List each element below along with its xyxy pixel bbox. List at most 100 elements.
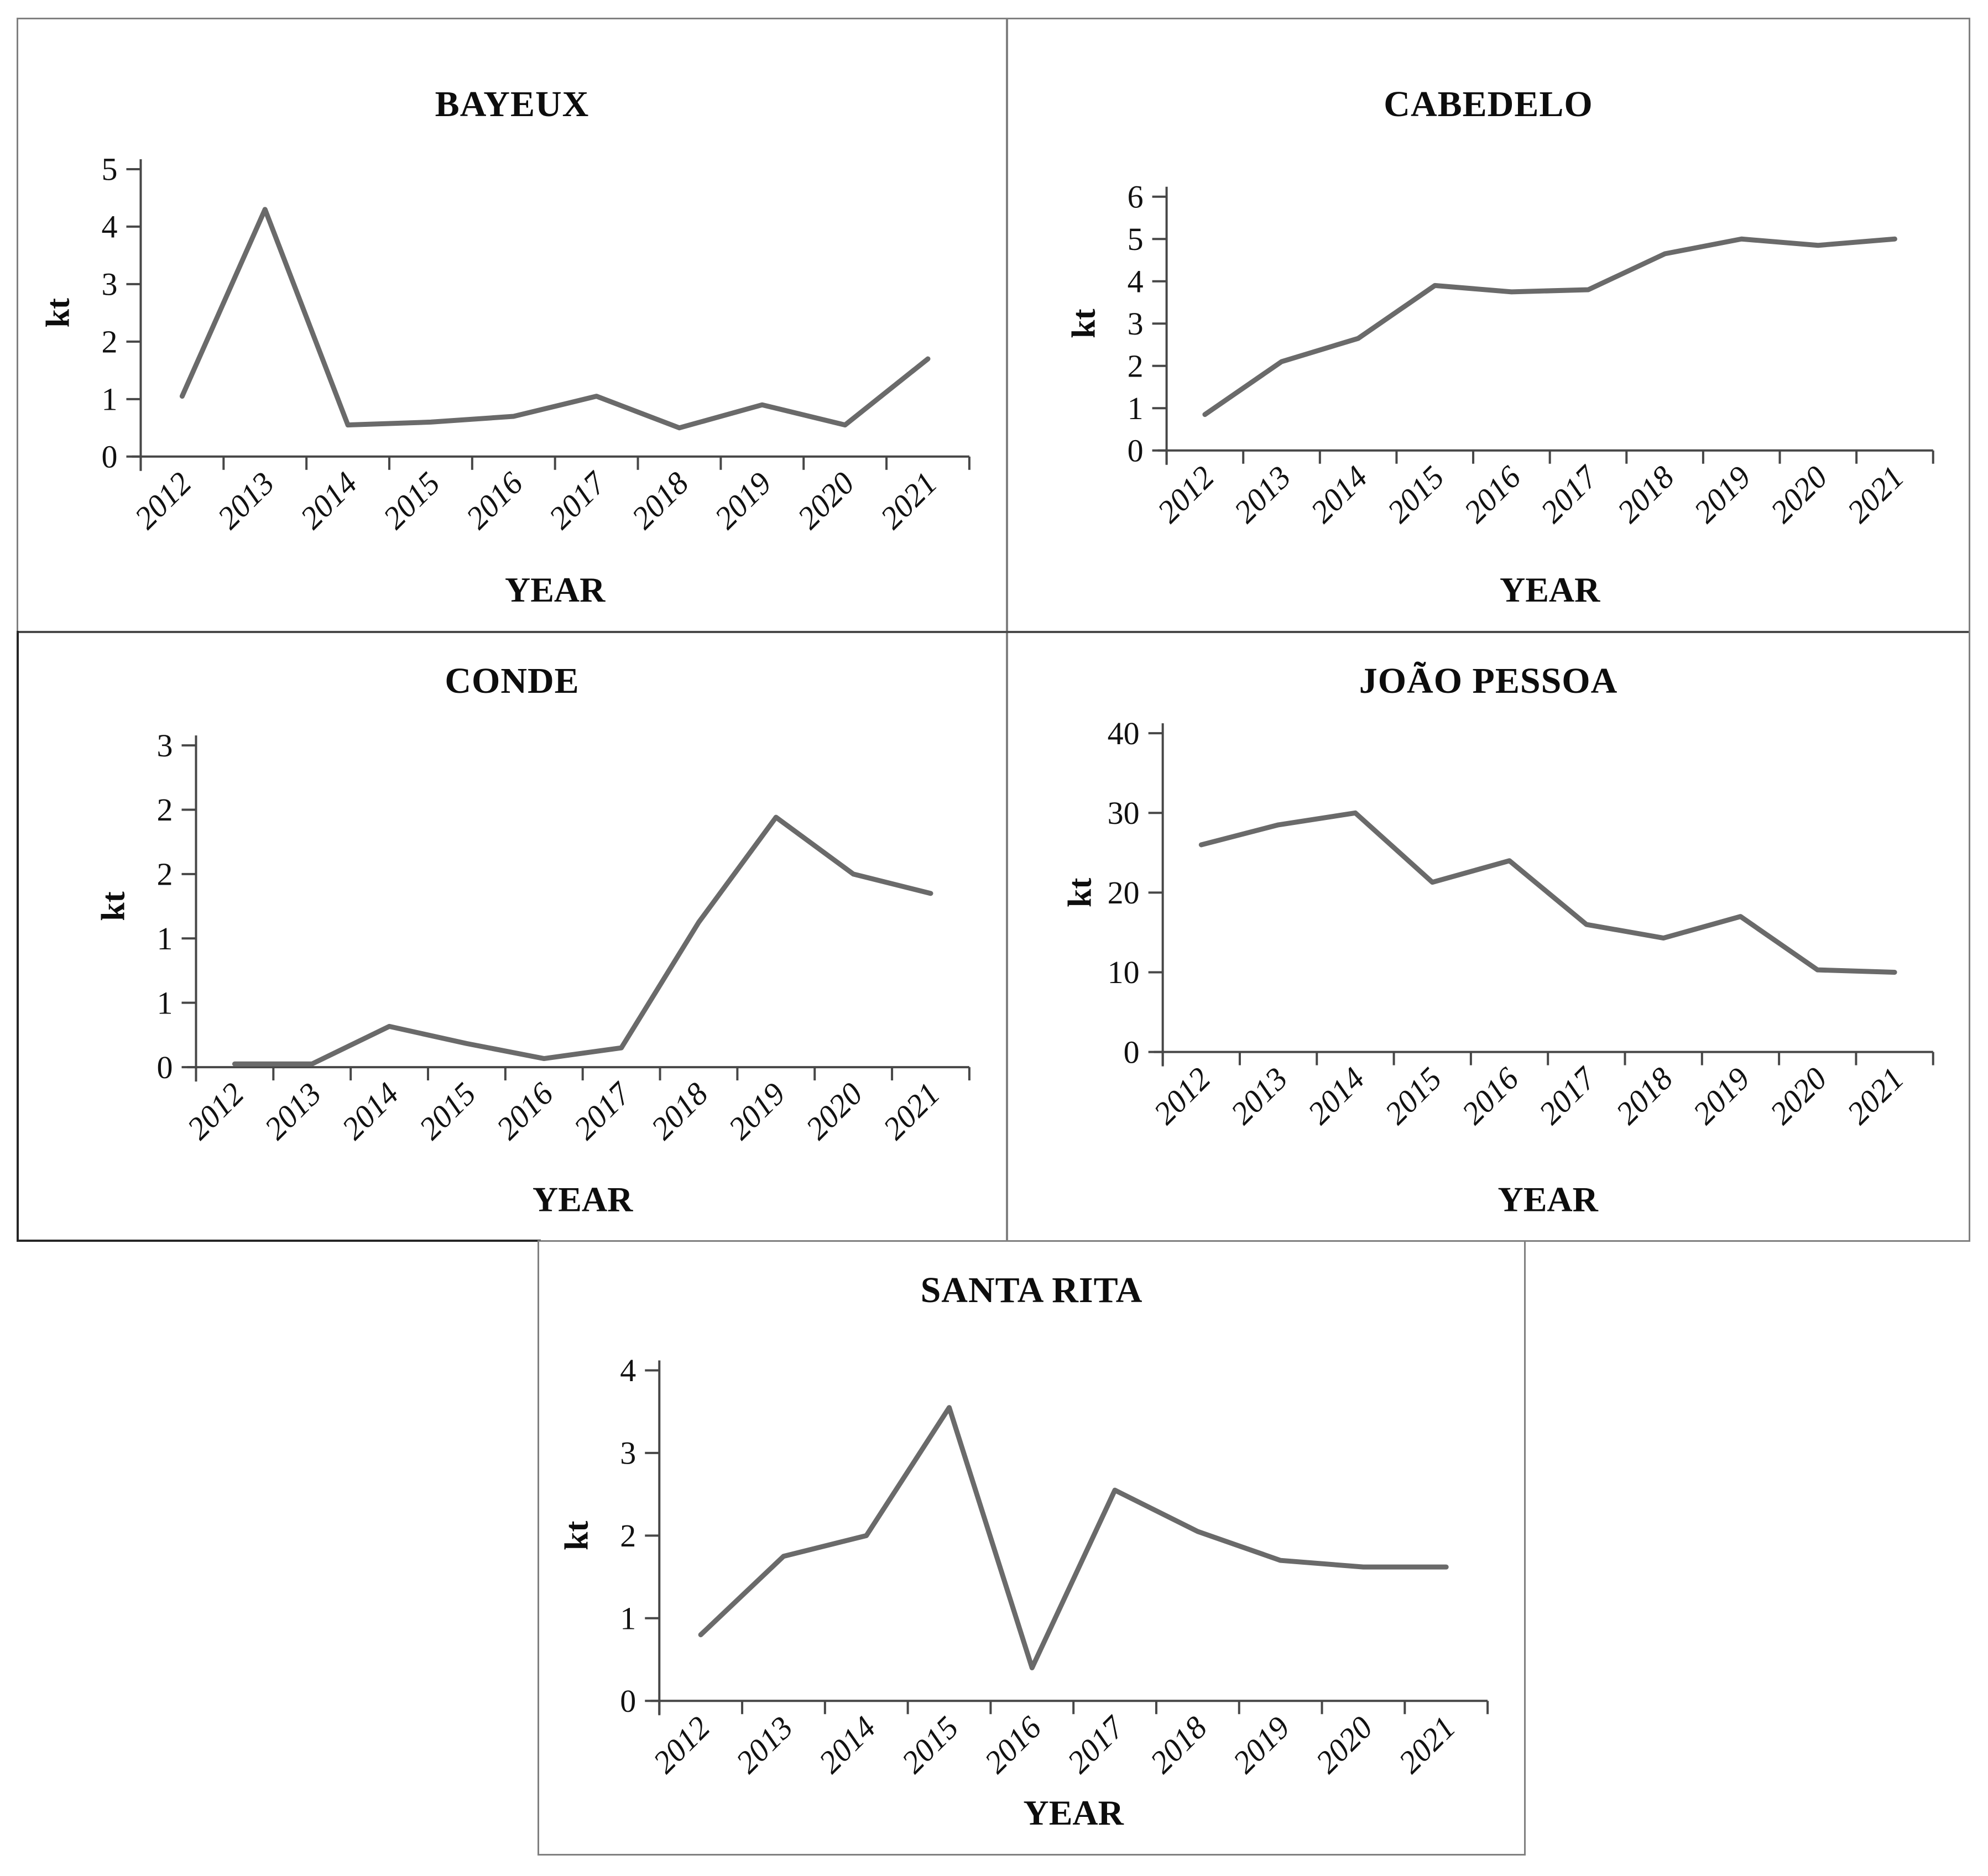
x-tick-label: 2019 bbox=[708, 465, 779, 536]
data-line bbox=[232, 814, 933, 1067]
y-tick-label: 1 bbox=[620, 1601, 636, 1637]
conde-cell-bottom-border bbox=[17, 1240, 541, 1242]
x-tick-label: 2016 bbox=[459, 465, 530, 536]
x-tick-label: 2019 bbox=[1686, 1060, 1757, 1131]
y-tick-labels: 0 1 1 2 2 3 bbox=[156, 728, 173, 1085]
y-tick-labels: 0 1 2 3 4 bbox=[620, 1352, 636, 1719]
chart-title-joao-pessoa: JOÃO PESSOA bbox=[1359, 661, 1618, 702]
x-axis-title: YEAR bbox=[533, 1179, 633, 1219]
chart-panel-conde: CONDE 0 1 1 2 2 3 2012 2013 2014 2015 2016 2017 2018… bbox=[18, 633, 1006, 1240]
y-tick-label: 4 bbox=[101, 209, 117, 245]
charts-grid-box: BAYEUX 0 1 2 3 4 5 2012 2013 2014 2015 2016 2017 201… bbox=[17, 18, 1970, 1242]
line-chart-conde: 0 1 1 2 2 3 2012 2013 2014 2015 2016 2017 2018 2019 20… bbox=[95, 728, 970, 1219]
axes bbox=[645, 1360, 1489, 1716]
chart-panel-joao-pessoa: JOÃO PESSOA 0 10 20 30 40 2012 2013 2014 2015 201… bbox=[1008, 633, 1969, 1240]
y-tick-label: 1 bbox=[101, 382, 117, 417]
x-tick-label: 2015 bbox=[1377, 1060, 1448, 1131]
x-tick-label: 2013 bbox=[1227, 459, 1298, 530]
y-tick-label: 2 bbox=[156, 856, 173, 892]
x-tick-label: 2013 bbox=[1224, 1060, 1295, 1131]
x-axis-title: YEAR bbox=[505, 570, 606, 609]
x-tick-label: 2015 bbox=[376, 465, 447, 536]
x-tick-label: 2021 bbox=[1391, 1709, 1462, 1780]
x-tick-labels: 2012 2013 2014 2015 2016 2017 2018 2019 2020 2021 bbox=[1150, 458, 1911, 530]
x-tick-labels: 2012 2013 2014 2015 2016 2017 2018 2019 2020 2021 bbox=[646, 1708, 1462, 1780]
y-tick-label: 5 bbox=[101, 151, 117, 187]
y-tick-label: 1 bbox=[156, 921, 173, 957]
x-tick-label: 2016 bbox=[489, 1075, 560, 1146]
x-axis-title: YEAR bbox=[1500, 570, 1600, 609]
x-tick-labels: 2012 2013 2014 2015 2016 2017 2018 2019 2020 2021 bbox=[180, 1075, 947, 1146]
x-tick-label: 2018 bbox=[1610, 459, 1681, 530]
y-tick-label: 10 bbox=[1108, 954, 1140, 990]
vertical-divider bbox=[1006, 19, 1008, 1240]
x-tick-labels: 2012 2013 2014 2015 2016 2017 2018 2019 2020 2021 bbox=[128, 464, 945, 536]
y-tick-label: 2 bbox=[101, 324, 117, 360]
x-tick-label: 2020 bbox=[790, 465, 861, 536]
y-tick-label: 2 bbox=[1128, 348, 1144, 384]
y-tick-label: 0 bbox=[1128, 432, 1144, 468]
x-tick-label: 2013 bbox=[257, 1075, 328, 1146]
y-axis-title: kt bbox=[558, 1521, 594, 1550]
x-tick-label: 2021 bbox=[1840, 1060, 1911, 1131]
chart-title-cabedelo: CABEDELO bbox=[1384, 84, 1593, 125]
line-chart-jo-o-pessoa: 0 10 20 30 40 2012 2013 2014 2015 2016 2017 2018 201… bbox=[1062, 715, 1934, 1219]
y-tick-labels: 0 10 20 30 40 bbox=[1108, 715, 1140, 1070]
x-tick-label: 2014 bbox=[812, 1709, 883, 1780]
y-tick-labels: 0 1 2 3 4 5 6 bbox=[1128, 179, 1144, 468]
x-tick-label: 2014 bbox=[335, 1075, 405, 1146]
y-axis-title: kt bbox=[1066, 309, 1102, 338]
x-tick-label: 2018 bbox=[1609, 1060, 1679, 1131]
axes bbox=[126, 159, 970, 471]
x-tick-label: 2020 bbox=[1309, 1709, 1380, 1780]
y-axis-title: kt bbox=[1062, 878, 1098, 907]
x-tick-label: 2021 bbox=[873, 465, 944, 536]
x-tick-label: 2021 bbox=[1840, 459, 1911, 530]
y-tick-label: 1 bbox=[1128, 390, 1144, 426]
y-tick-label: 4 bbox=[1128, 263, 1144, 299]
y-tick-label: 2 bbox=[156, 792, 173, 828]
y-tick-label: 4 bbox=[620, 1352, 636, 1388]
chart-title-bayeux: BAYEUX bbox=[435, 84, 589, 125]
y-tick-labels: 0 1 2 3 4 5 bbox=[101, 151, 117, 475]
x-tick-label: 2018 bbox=[644, 1075, 715, 1146]
x-tick-label: 2014 bbox=[1303, 459, 1374, 530]
x-tick-label: 2017 bbox=[567, 1075, 638, 1146]
chart-panel-cabedelo: CABEDELO 0 1 2 3 4 5 6 2012 2013 2014 2015 2016 2017… bbox=[1008, 19, 1969, 631]
axes bbox=[1152, 186, 1934, 465]
y-tick-label: 30 bbox=[1108, 795, 1140, 831]
y-tick-label: 1 bbox=[156, 985, 173, 1021]
x-tick-label: 2015 bbox=[895, 1709, 966, 1780]
x-tick-label: 2012 bbox=[1150, 459, 1221, 530]
axes bbox=[1148, 723, 1934, 1067]
x-tick-label: 2017 bbox=[1533, 458, 1605, 530]
x-tick-label: 2016 bbox=[1455, 1060, 1526, 1131]
data-line bbox=[1202, 236, 1897, 417]
x-tick-label: 2014 bbox=[293, 465, 364, 536]
x-tick-labels: 2012 2013 2014 2015 2016 2017 2018 2019 2020 2021 bbox=[1147, 1059, 1911, 1131]
x-tick-label: 2019 bbox=[1226, 1709, 1297, 1780]
chart-title-santa-rita: SANTA RITA bbox=[920, 1269, 1143, 1310]
data-line bbox=[698, 1405, 1449, 1670]
y-tick-label: 0 bbox=[156, 1049, 173, 1085]
y-tick-label: 5 bbox=[1128, 221, 1144, 257]
x-tick-label: 2016 bbox=[1457, 459, 1528, 530]
x-tick-label: 2017 bbox=[1532, 1059, 1603, 1131]
y-tick-label: 20 bbox=[1108, 875, 1140, 911]
x-axis-title: YEAR bbox=[1024, 1793, 1124, 1832]
chart-panel-santa-rita: SANTA RITA 0 1 2 3 4 2012 2013 2014 2015 2016 2017… bbox=[539, 1242, 1524, 1854]
conde-cell-left-border bbox=[17, 631, 19, 1240]
x-tick-label: 2018 bbox=[625, 465, 696, 536]
y-tick-label: 3 bbox=[156, 728, 173, 764]
x-tick-label: 2013 bbox=[210, 465, 281, 536]
chart-panel-bayeux: BAYEUX 0 1 2 3 4 5 2012 2013 2014 2015 2016 2017 201… bbox=[18, 19, 1006, 631]
x-tick-label: 2018 bbox=[1143, 1709, 1214, 1780]
x-axis-title: YEAR bbox=[1498, 1179, 1599, 1219]
axes bbox=[181, 735, 970, 1082]
y-tick-label: 0 bbox=[620, 1683, 636, 1719]
y-tick-label: 0 bbox=[1124, 1034, 1140, 1070]
y-tick-label: 3 bbox=[620, 1435, 636, 1471]
x-tick-label: 2020 bbox=[1763, 459, 1834, 530]
